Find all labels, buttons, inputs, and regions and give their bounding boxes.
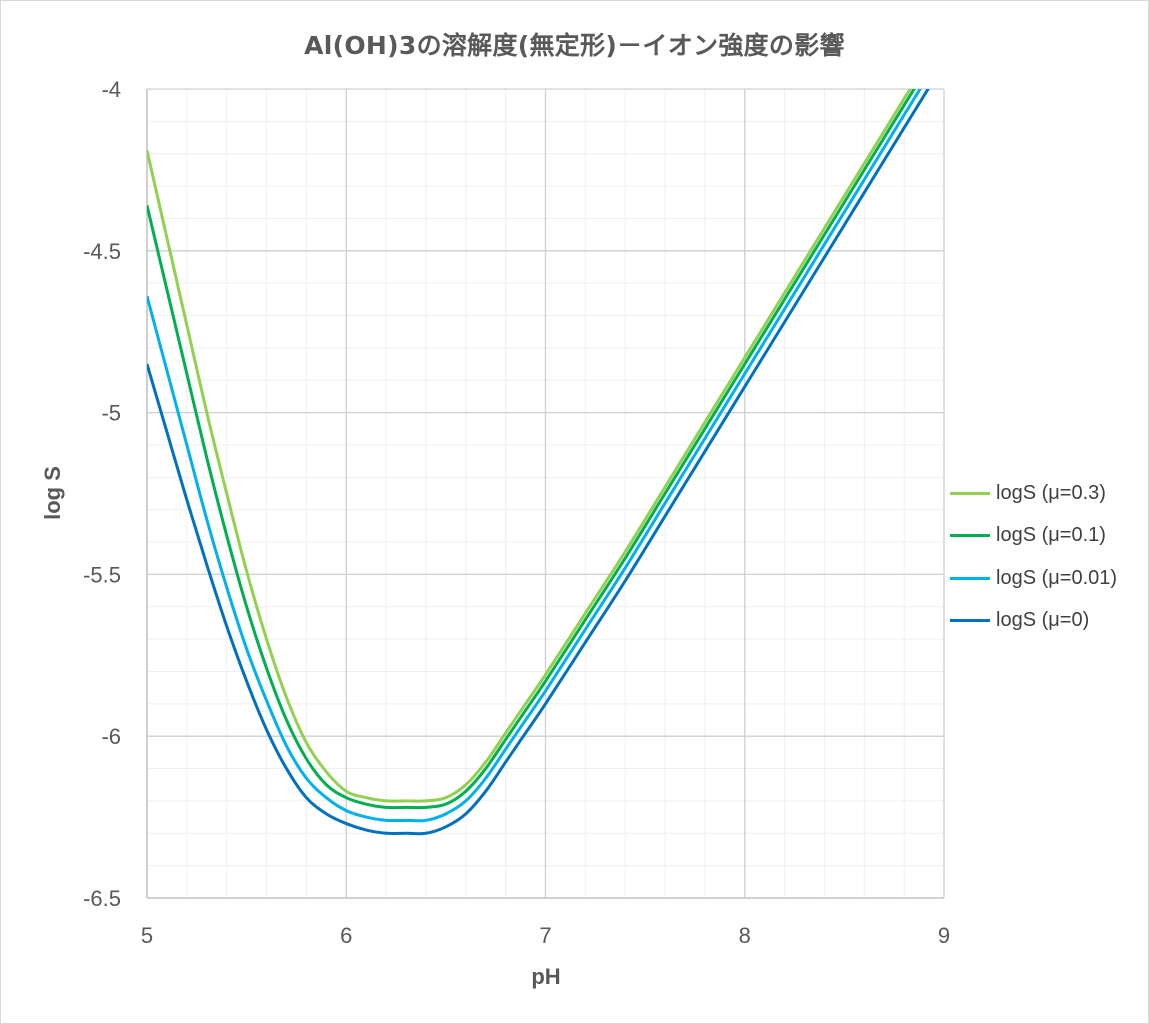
legend-label: logS (μ=0.3) [996, 481, 1106, 504]
series-line-logs-0-1- [147, 89, 916, 810]
tick-labels: 5 6 7 8 9 -4 -4.5 -5 -5.5 -6 -6.5 [83, 77, 950, 948]
legend-label: logS (μ=0.1) [996, 524, 1106, 547]
axes [146, 89, 944, 899]
legend-item: logS (μ=0.01) [950, 557, 1117, 600]
x-tick-label: 8 [739, 923, 751, 948]
legend-swatch [950, 491, 990, 495]
y-tick-label: -4.5 [83, 239, 121, 264]
legend-swatch [950, 619, 990, 623]
x-tick-label: 7 [539, 923, 551, 948]
series-line-logs-0- [147, 89, 930, 836]
y-axis-title: log S [40, 466, 65, 520]
y-tick-label: -6 [101, 724, 121, 749]
legend-swatch [950, 534, 990, 538]
legend: logS (μ=0.3) logS (μ=0.1) logS (μ=0.01) log… [950, 472, 1117, 642]
y-tick-label: -5 [101, 401, 121, 426]
x-axis-title: pH [531, 964, 560, 989]
x-tick-label: 6 [340, 923, 352, 948]
series-lines [147, 89, 930, 836]
legend-label: logS (μ=0) [996, 609, 1090, 632]
series-line-logs-0-01- [147, 89, 922, 823]
legend-item: logS (μ=0.3) [950, 472, 1117, 515]
y-tick-label: -5.5 [83, 562, 121, 587]
legend-item: logS (μ=0.1) [950, 515, 1117, 558]
y-tick-label: -4 [101, 77, 121, 102]
legend-swatch [950, 576, 990, 580]
series-line-logs-0-3- [147, 89, 912, 803]
legend-label: logS (μ=0.01) [996, 566, 1118, 589]
legend-item: logS (μ=0) [950, 600, 1117, 643]
x-tick-label: 9 [938, 923, 950, 948]
y-tick-label: -6.5 [83, 886, 121, 911]
chart-title: Al(OH)3の溶解度(無定形)－イオン強度の影響 [304, 31, 845, 60]
x-tick-label: 5 [141, 923, 153, 948]
